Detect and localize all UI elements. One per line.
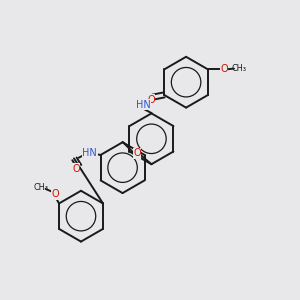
Text: CH₃: CH₃ [231,64,246,73]
Text: O: O [72,164,80,174]
Text: O: O [52,190,59,200]
Text: HN: HN [82,148,97,158]
Text: HN: HN [136,100,151,110]
Text: CH₃: CH₃ [34,183,49,192]
Text: O: O [133,148,141,158]
Text: O: O [220,64,228,74]
Text: O: O [147,94,155,104]
